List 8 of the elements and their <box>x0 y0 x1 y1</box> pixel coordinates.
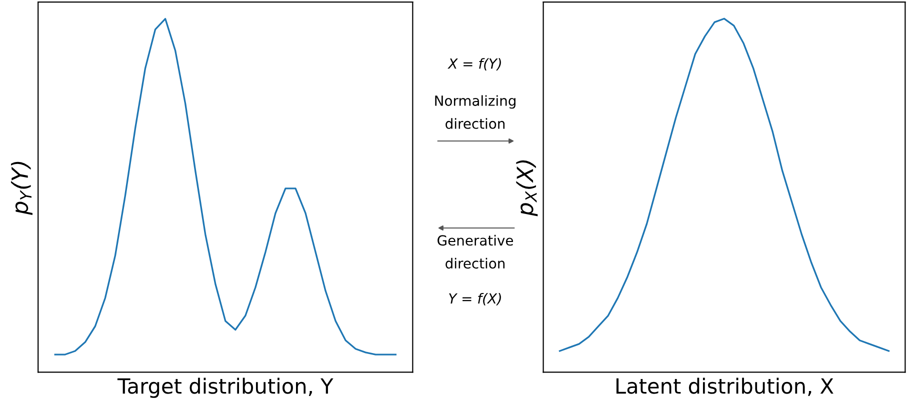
x-axis-title: Target distribution, Y <box>117 378 334 398</box>
text: X = f(Y) <box>448 58 501 70</box>
text: Normalizing direction <box>435 95 516 129</box>
x-axis-title: Latent distribution, X <box>616 378 834 396</box>
y-axis-title: p$_{X}$(X) <box>516 160 538 216</box>
y-axis-title: p$_{Y}$(Y) <box>10 162 32 215</box>
text: Generative direction <box>438 234 513 269</box>
text: Y = f(X) <box>449 292 501 306</box>
